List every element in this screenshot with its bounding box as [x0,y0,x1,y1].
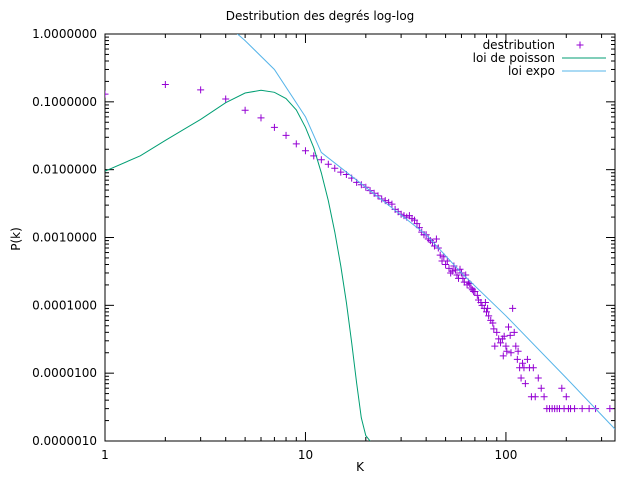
y-tick-label: 0.0010000 [32,231,97,245]
data-point-destribution [270,123,278,131]
data-point-destribution [571,405,579,413]
data-point-destribution [161,81,169,89]
data-point-destribution [509,304,517,312]
data-point-destribution [432,235,440,243]
data-point-destribution [442,260,450,268]
data-point-destribution [324,160,332,168]
data-point-destribution [337,168,345,176]
data-point-destribution [537,384,545,392]
data-point-destribution [507,349,515,357]
data-point-destribution [585,405,593,413]
data-point-destribution [484,304,492,312]
data-point-destribution [471,287,479,295]
data-point-destribution [301,147,309,155]
data-point-destribution [534,374,542,382]
data-point-destribution [493,328,501,336]
data-point-destribution [378,195,386,203]
data-point-destribution [453,271,461,279]
legend-marker-destribution [576,41,584,49]
x-tick-label: 1 [101,448,109,462]
data-point-destribution [105,90,109,98]
data-point-destribution [502,342,510,350]
data-point-destribution [503,347,511,355]
data-point-destribution [485,312,493,320]
x-tick-label: 10 [298,448,313,462]
data-point-destribution [428,238,436,246]
data-point-destribution [357,181,365,189]
data-point-destribution [451,266,459,274]
legend-label-loi-expo: loi expo [508,64,555,78]
data-point-destribution [331,164,339,172]
data-point-destribution [443,257,451,265]
data-point-destribution [282,131,290,139]
data-point-destribution [506,331,514,339]
data-point-destribution [517,374,525,382]
data-point-destribution [413,220,421,228]
series-line-loi-expo [236,34,615,430]
data-point-destribution [521,380,529,388]
data-point-destribution [512,342,520,350]
data-point-destribution [450,262,458,270]
data-point-destribution [241,106,249,114]
data-point-destribution [317,156,325,164]
x-tick-label: 100 [494,448,517,462]
data-point-destribution [397,210,405,218]
data-point-destribution [510,328,518,336]
y-axis-label: P(k) [9,227,23,251]
data-point-destribution [374,192,382,200]
data-point-destribution [558,384,566,392]
y-tick-label: 1.0000000 [32,27,97,41]
legend-label-destribution: destribution [483,38,555,52]
data-point-destribution [606,405,614,413]
data-point-destribution [497,339,505,347]
data-point-destribution [473,291,481,299]
data-point-destribution [222,95,230,103]
data-point-destribution [448,267,456,275]
y-tick-label: 0.1000000 [32,95,97,109]
data-point-destribution [499,352,507,360]
y-tick-label: 0.0000100 [32,366,97,380]
plot-series-group [105,34,615,441]
data-point-destribution [529,364,537,372]
series-line-loi-de-poisson [105,89,371,441]
data-point-destribution [519,359,527,367]
x-axis-label: K [356,460,364,474]
data-point-destribution [540,393,548,401]
data-point-destribution [483,308,491,316]
data-point-destribution [489,319,497,327]
data-point-destribution [578,405,586,413]
data-point-destribution [292,140,300,148]
data-point-destribution [257,114,265,122]
y-tick-label: 0.0000010 [32,434,97,448]
data-point-destribution [197,86,205,94]
data-point-destribution [436,251,444,259]
legend-label-loi-de-poisson: loi de poisson [473,51,555,65]
y-tick-label: 0.0001000 [32,298,97,312]
data-point-destribution [513,355,521,363]
data-point-destribution [500,332,508,340]
data-point-destribution [562,393,570,401]
data-point-destribution [388,200,396,208]
chart-title: Destribution des degrés log-log [225,9,415,23]
data-point-destribution [505,323,513,331]
data-point-destribution [531,393,539,401]
y-tick-label: 0.0100000 [32,163,97,177]
data-point-destribution [491,342,499,350]
data-point-destribution [490,325,498,333]
data-point-destribution [514,347,522,355]
data-point-destribution [481,299,489,307]
data-point-destribution [523,355,531,363]
